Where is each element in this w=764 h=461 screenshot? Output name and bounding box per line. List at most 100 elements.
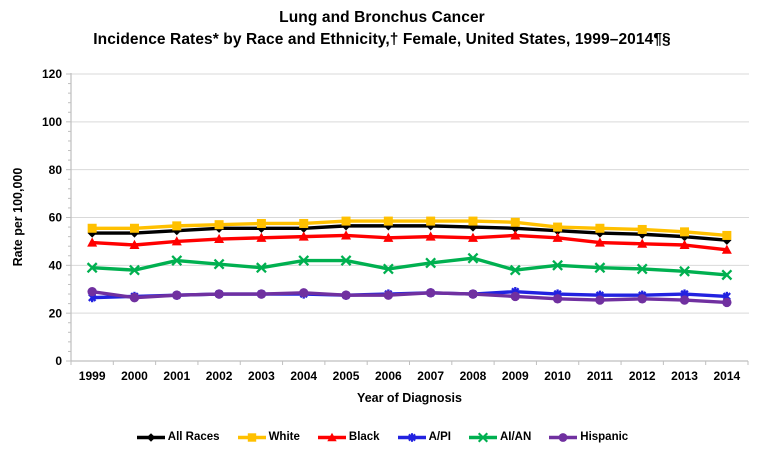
square-marker-icon	[237, 432, 266, 442]
x-tick-label: 2006	[375, 369, 402, 383]
legend-label: All Races	[167, 431, 220, 443]
x-axis-title: Year of Diagnosis	[357, 391, 462, 405]
series-marker-ai-an	[382, 263, 394, 275]
y-tick-label: 120	[42, 67, 62, 81]
x-tick-label: 2014	[713, 369, 740, 383]
series-marker-hispanic	[172, 290, 182, 300]
legend-item-hispanic: Hispanic	[548, 431, 628, 444]
series-marker-all-races	[87, 228, 97, 238]
series-marker-white	[172, 221, 182, 231]
series-marker-white	[256, 218, 266, 228]
series-marker-hispanic	[129, 292, 140, 303]
series-marker-black	[594, 237, 605, 247]
series-marker-white	[341, 216, 351, 226]
x-tick-label: 2013	[671, 369, 698, 383]
series-marker-black	[171, 236, 182, 246]
series-marker-black	[87, 237, 98, 247]
legend: All Races White Black A/PI AI/AN Hispanic	[0, 425, 764, 449]
series-marker-white	[426, 216, 436, 226]
x-tick-label: 2012	[629, 369, 656, 383]
series-marker-hispanic	[595, 295, 605, 305]
series-marker-ai-an	[129, 264, 140, 276]
x-tick-label: 2011	[587, 369, 613, 383]
series-marker-black	[425, 231, 436, 241]
x-marker-icon	[468, 431, 497, 443]
series-marker-white	[299, 218, 309, 228]
legend-label: White	[268, 431, 300, 443]
series-line-black	[92, 233, 728, 252]
series-marker-black	[383, 232, 394, 242]
series-marker-black	[510, 230, 521, 240]
x-tick-label: 2009	[502, 369, 529, 383]
x-tick-label: 2004	[290, 369, 317, 383]
x-tick-label: 2003	[248, 369, 275, 383]
series-marker-ai-an	[213, 258, 225, 270]
series-marker-ai-an	[298, 255, 310, 266]
series-marker-white	[553, 222, 563, 232]
series-marker-white	[510, 217, 520, 227]
series-marker-black	[552, 232, 563, 242]
series-line-hispanic	[91, 289, 727, 305]
series-marker-white	[383, 216, 393, 226]
series-marker-hispanic	[214, 289, 224, 299]
series-marker-black	[256, 232, 267, 242]
legend-label: AI/AN	[499, 431, 532, 443]
series-marker-hispanic	[299, 288, 309, 298]
legend-item-a-pi: A/PI	[397, 431, 451, 444]
series-marker-hispanic	[637, 294, 647, 304]
chart-title-line1: Lung and Bronchus Cancer	[279, 9, 485, 26]
series-marker-ai-an	[467, 252, 479, 264]
series-marker-hispanic	[256, 289, 267, 299]
legend-item-white: White	[237, 431, 300, 444]
triangle-marker-icon	[317, 432, 346, 441]
series-marker-ai-an	[679, 265, 690, 277]
y-tick-label: 20	[49, 306, 63, 320]
series-marker-hispanic	[425, 288, 436, 298]
series-marker-black	[129, 239, 140, 250]
asterisk-marker-icon	[397, 432, 426, 442]
series-marker-white	[722, 230, 732, 240]
series-marker-black	[341, 230, 352, 240]
legend-label: Black	[348, 431, 380, 443]
series-marker-white	[468, 216, 478, 226]
series-marker-black	[214, 233, 225, 244]
series-marker-hispanic	[552, 294, 563, 304]
series-marker-hispanic	[87, 286, 97, 297]
series-line-ai-an	[92, 256, 727, 277]
series-marker-hispanic	[510, 291, 520, 302]
series-marker-black	[467, 232, 478, 242]
y-tick-label: 40	[49, 259, 63, 273]
series-marker-black	[298, 231, 309, 241]
series-marker-ai-an	[425, 257, 437, 269]
x-tick-label: 2005	[333, 369, 360, 383]
series-marker-black	[721, 244, 732, 254]
legend-label: Hispanic	[580, 431, 629, 443]
series-marker-black	[637, 238, 648, 248]
x-tick-label: 2000	[121, 369, 148, 383]
x-tick-label: 2007	[417, 369, 444, 383]
series-marker-ai-an	[552, 259, 564, 271]
series-marker-hispanic	[383, 290, 394, 300]
x-tick-label: 2002	[206, 369, 233, 383]
x-tick-label: 2008	[460, 369, 487, 383]
circle-marker-icon	[549, 432, 578, 442]
legend-item-black: Black	[317, 431, 380, 444]
x-tick-label: 1999	[79, 369, 106, 383]
series-marker-ai-an	[509, 264, 521, 276]
series-marker-ai-an	[171, 255, 183, 266]
y-tick-label: 100	[42, 115, 62, 129]
series-marker-hispanic	[722, 297, 732, 308]
series-marker-white	[129, 223, 139, 233]
diamond-marker-icon	[136, 432, 165, 442]
series-marker-hispanic	[679, 295, 690, 305]
series-marker-ai-an	[340, 255, 352, 266]
legend-item-all-races: All Races	[136, 431, 220, 444]
legend-item-ai-an: AI/AN	[468, 431, 531, 444]
series-line-white	[92, 219, 727, 238]
legend-label: A/PI	[428, 431, 451, 443]
series-marker-white	[595, 223, 605, 233]
series-marker-hispanic	[468, 289, 478, 299]
x-tick-label: 2001	[163, 369, 190, 383]
series-marker-ai-an	[255, 262, 267, 274]
